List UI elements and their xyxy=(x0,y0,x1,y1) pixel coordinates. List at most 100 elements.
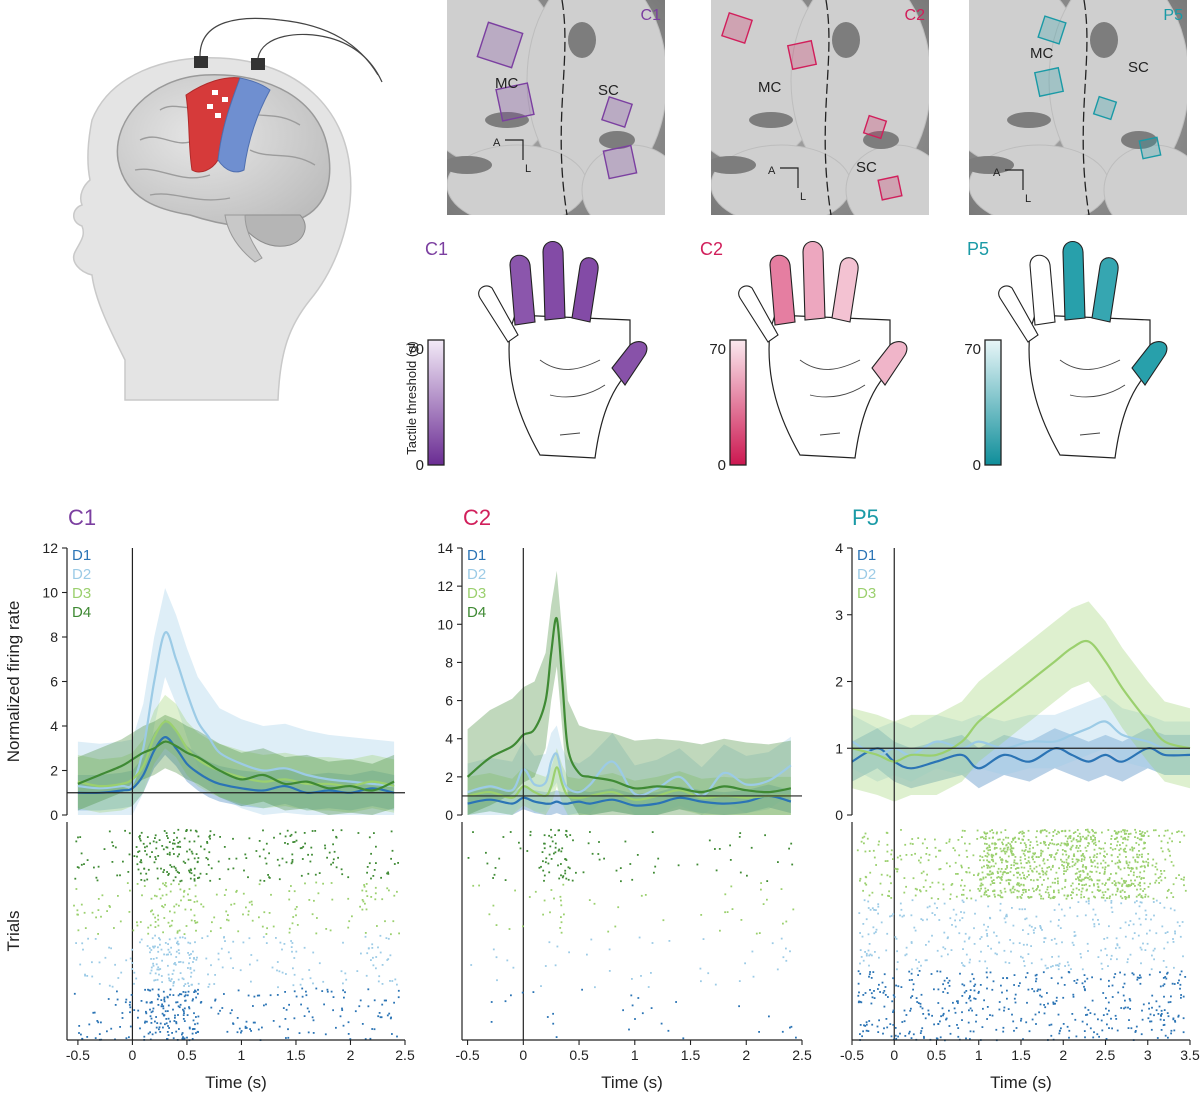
y-tick-label: 3 xyxy=(835,607,843,623)
x-tick-label: 0 xyxy=(890,1047,898,1063)
y-tick-label: 2 xyxy=(50,763,58,779)
hand-map-c2: C2 70 0 xyxy=(700,239,908,474)
x-tick-label: -0.5 xyxy=(456,1047,480,1063)
orientation-lateral: L xyxy=(800,191,806,203)
electrode-array-marker xyxy=(786,39,818,71)
somatosensory-cortex-region xyxy=(217,77,271,173)
finger-middle xyxy=(1062,240,1086,321)
finger-ring xyxy=(1029,254,1056,326)
finger-ring xyxy=(769,254,796,326)
cortex-map-label: C1 xyxy=(641,7,662,24)
y-tick-label: 2 xyxy=(835,674,843,690)
confidence-band-d1 xyxy=(77,719,395,811)
hand-label: P5 xyxy=(967,239,989,259)
x-tick-label: 1 xyxy=(238,1047,246,1063)
electrode-connector-icon xyxy=(194,17,383,83)
orientation-lateral: L xyxy=(1025,193,1031,205)
x-axis-title: Time (s) xyxy=(990,1073,1052,1092)
finger-index xyxy=(571,257,599,323)
region-label-mc: MC xyxy=(495,75,518,92)
colorbar-max-label: 70 xyxy=(964,341,981,358)
series-line-d2 xyxy=(77,631,395,790)
cortex-map-c1: C1 MC SC A L xyxy=(447,0,665,215)
y-tick-label: 8 xyxy=(50,629,58,645)
region-label-mc: MC xyxy=(1030,45,1053,62)
colorbar-min-label: 0 xyxy=(973,457,981,474)
x-tick-label: 1 xyxy=(631,1047,639,1063)
electrode-array-marker xyxy=(1092,95,1118,121)
series-line-d1 xyxy=(467,794,792,807)
raster-group-d4 xyxy=(467,828,794,883)
finger-little xyxy=(738,285,779,343)
x-tick-label: 1 xyxy=(975,1047,983,1063)
electrode-array-marker xyxy=(476,21,524,69)
x-tick-label: 3 xyxy=(1144,1047,1152,1063)
legend-entry-d2: D2 xyxy=(467,566,486,583)
series-line-d2 xyxy=(467,752,792,797)
series-line-d2 xyxy=(851,720,1191,757)
orientation-anterior: A xyxy=(493,137,501,149)
raster-group-d3 xyxy=(856,828,1187,900)
series-line-d4 xyxy=(466,617,792,794)
confidence-band-d2 xyxy=(852,694,1190,782)
colorbar-max-label: 70 xyxy=(407,341,424,358)
cortex-maps: C1 MC SC A L C2 MC SC A L P5 MC SC A L xyxy=(447,0,1187,215)
y-axis-title: Normalized firing rate xyxy=(4,601,23,763)
electrode-array-marker xyxy=(600,95,634,129)
confidence-band-d4 xyxy=(467,570,791,815)
raster-group-d2 xyxy=(858,899,1184,971)
x-tick-label: 0 xyxy=(519,1047,527,1063)
series-line-d1 xyxy=(851,747,1191,770)
finger-thumb xyxy=(611,341,648,386)
finger-middle xyxy=(802,240,826,321)
electrode-array-marker xyxy=(1138,136,1162,160)
electrode-array-marker xyxy=(1037,15,1067,45)
raster-y-axis-title: Trials xyxy=(4,911,23,952)
confidence-band-d1 xyxy=(852,728,1190,789)
palm-outline xyxy=(508,314,631,459)
electrode-array-marker xyxy=(1033,66,1065,98)
region-label-mc: MC xyxy=(758,79,781,96)
colorbar-max-label: 70 xyxy=(709,341,726,358)
y-tick-label: 0 xyxy=(835,807,843,823)
panel-title: P5 xyxy=(852,505,879,530)
x-axis-title: Time (s) xyxy=(601,1073,663,1092)
electrode-array-marker xyxy=(877,175,903,201)
electrode-array-marker xyxy=(495,82,535,122)
hand-label: C1 xyxy=(425,239,448,259)
confidence-band-d3 xyxy=(852,601,1190,802)
y-tick-label: 14 xyxy=(437,540,453,556)
panel-title: C1 xyxy=(68,505,96,530)
colorbar-min-label: 0 xyxy=(416,457,424,474)
raster-group-d4 xyxy=(74,828,399,883)
legend-entry-d4: D4 xyxy=(467,604,486,621)
y-tick-label: 2 xyxy=(445,769,453,785)
series-line-d4 xyxy=(77,740,395,792)
psth-panel-c2: C2 0 2 4 6 8 10 12 14 D1 D2 D3 D4 -0.5 0 0.5 1 1.5 2 2.5 Tim… xyxy=(437,505,812,1092)
x-tick-label: 2 xyxy=(347,1047,355,1063)
raster-group-d3 xyxy=(472,882,795,935)
hand-map-p5: P5 70 0 xyxy=(964,239,1168,474)
series-line-d3 xyxy=(851,639,1191,763)
y-tick-label: 12 xyxy=(437,578,453,594)
hand-map-c1: C1 70 0 Tactile threshold (g) xyxy=(404,239,648,474)
cortex-map-c2: C2 MC SC A L xyxy=(711,0,929,215)
raster-group-d1 xyxy=(73,987,400,1042)
palm-outline xyxy=(768,314,891,459)
x-tick-label: 3.5 xyxy=(1180,1047,1200,1063)
finger-little xyxy=(998,285,1039,343)
finger-ring xyxy=(509,254,536,326)
raster-group-d1 xyxy=(490,988,797,1040)
finger-index xyxy=(831,257,859,323)
legend-entry-d4: D4 xyxy=(72,604,91,621)
y-tick-label: 6 xyxy=(50,674,58,690)
y-tick-label: 4 xyxy=(445,731,453,747)
threshold-colorbar xyxy=(427,339,445,466)
legend-entry-d3: D3 xyxy=(857,585,876,602)
finger-index xyxy=(1091,257,1119,323)
palm-outline xyxy=(1028,314,1151,459)
psth-panel-p5: P5 0 1 2 3 4 D1 D2 D3 -0.5 0 0.5 1 1.5 2 2.5 3 3.5 Time (s… xyxy=(835,505,1200,1092)
legend-entry-d2: D2 xyxy=(857,566,876,583)
cortex-map-p5: P5 MC SC A L xyxy=(969,0,1187,215)
region-label-sc: SC xyxy=(1128,59,1149,76)
